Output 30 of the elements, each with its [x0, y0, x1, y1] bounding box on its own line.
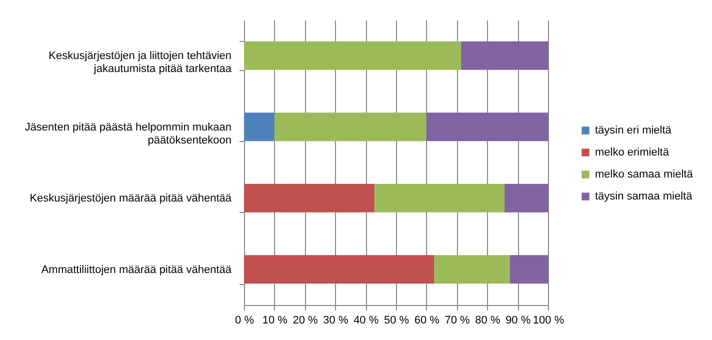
x-tick-label: 90 %: [506, 314, 531, 326]
bar: [244, 184, 374, 212]
legend-label: melko erimieltä: [595, 146, 670, 158]
x-tick-label: 100 %: [532, 314, 564, 326]
legend-label: täysin samaa mieltä: [595, 190, 694, 202]
bar: [244, 41, 462, 70]
x-tick-label: 20 %: [292, 314, 318, 326]
y-tick-label: Keskusjärjestöjen määrää pitää vähentää: [30, 192, 232, 205]
bar: [374, 184, 505, 212]
bar: [510, 255, 548, 284]
x-tick-label: 0 %: [235, 314, 254, 326]
x-tick-label: 50 %: [384, 314, 410, 326]
x-tick-label: 70 %: [444, 314, 470, 326]
bar: [426, 112, 548, 142]
x-tick-label: 80 %: [475, 314, 500, 326]
y-tick-label: Ammattiliittojen määrää pitää vähentää: [41, 264, 232, 276]
x-tick-label: 60 %: [414, 314, 440, 326]
bar: [244, 255, 434, 284]
bar: [461, 41, 548, 70]
legend-label: täysin eri mieltä: [595, 124, 672, 136]
x-tick-label: 10 %: [262, 314, 288, 326]
y-tick-label: Jäsenten pitää päästä helpommin mukaan päätöksentekoon: [24, 121, 232, 146]
x-tick-label: 40 %: [354, 314, 379, 326]
bar: [504, 184, 548, 212]
bar: [434, 255, 510, 284]
x-tick-label: 30 %: [323, 314, 348, 326]
bar: [244, 112, 274, 142]
bar: [274, 112, 426, 142]
legend-label: melko samaa mieltä: [595, 168, 694, 180]
y-tick-label: Keskusjärjestöjen ja liittojen tehtävien jakautumista pitää tarkentaa: [48, 50, 232, 76]
